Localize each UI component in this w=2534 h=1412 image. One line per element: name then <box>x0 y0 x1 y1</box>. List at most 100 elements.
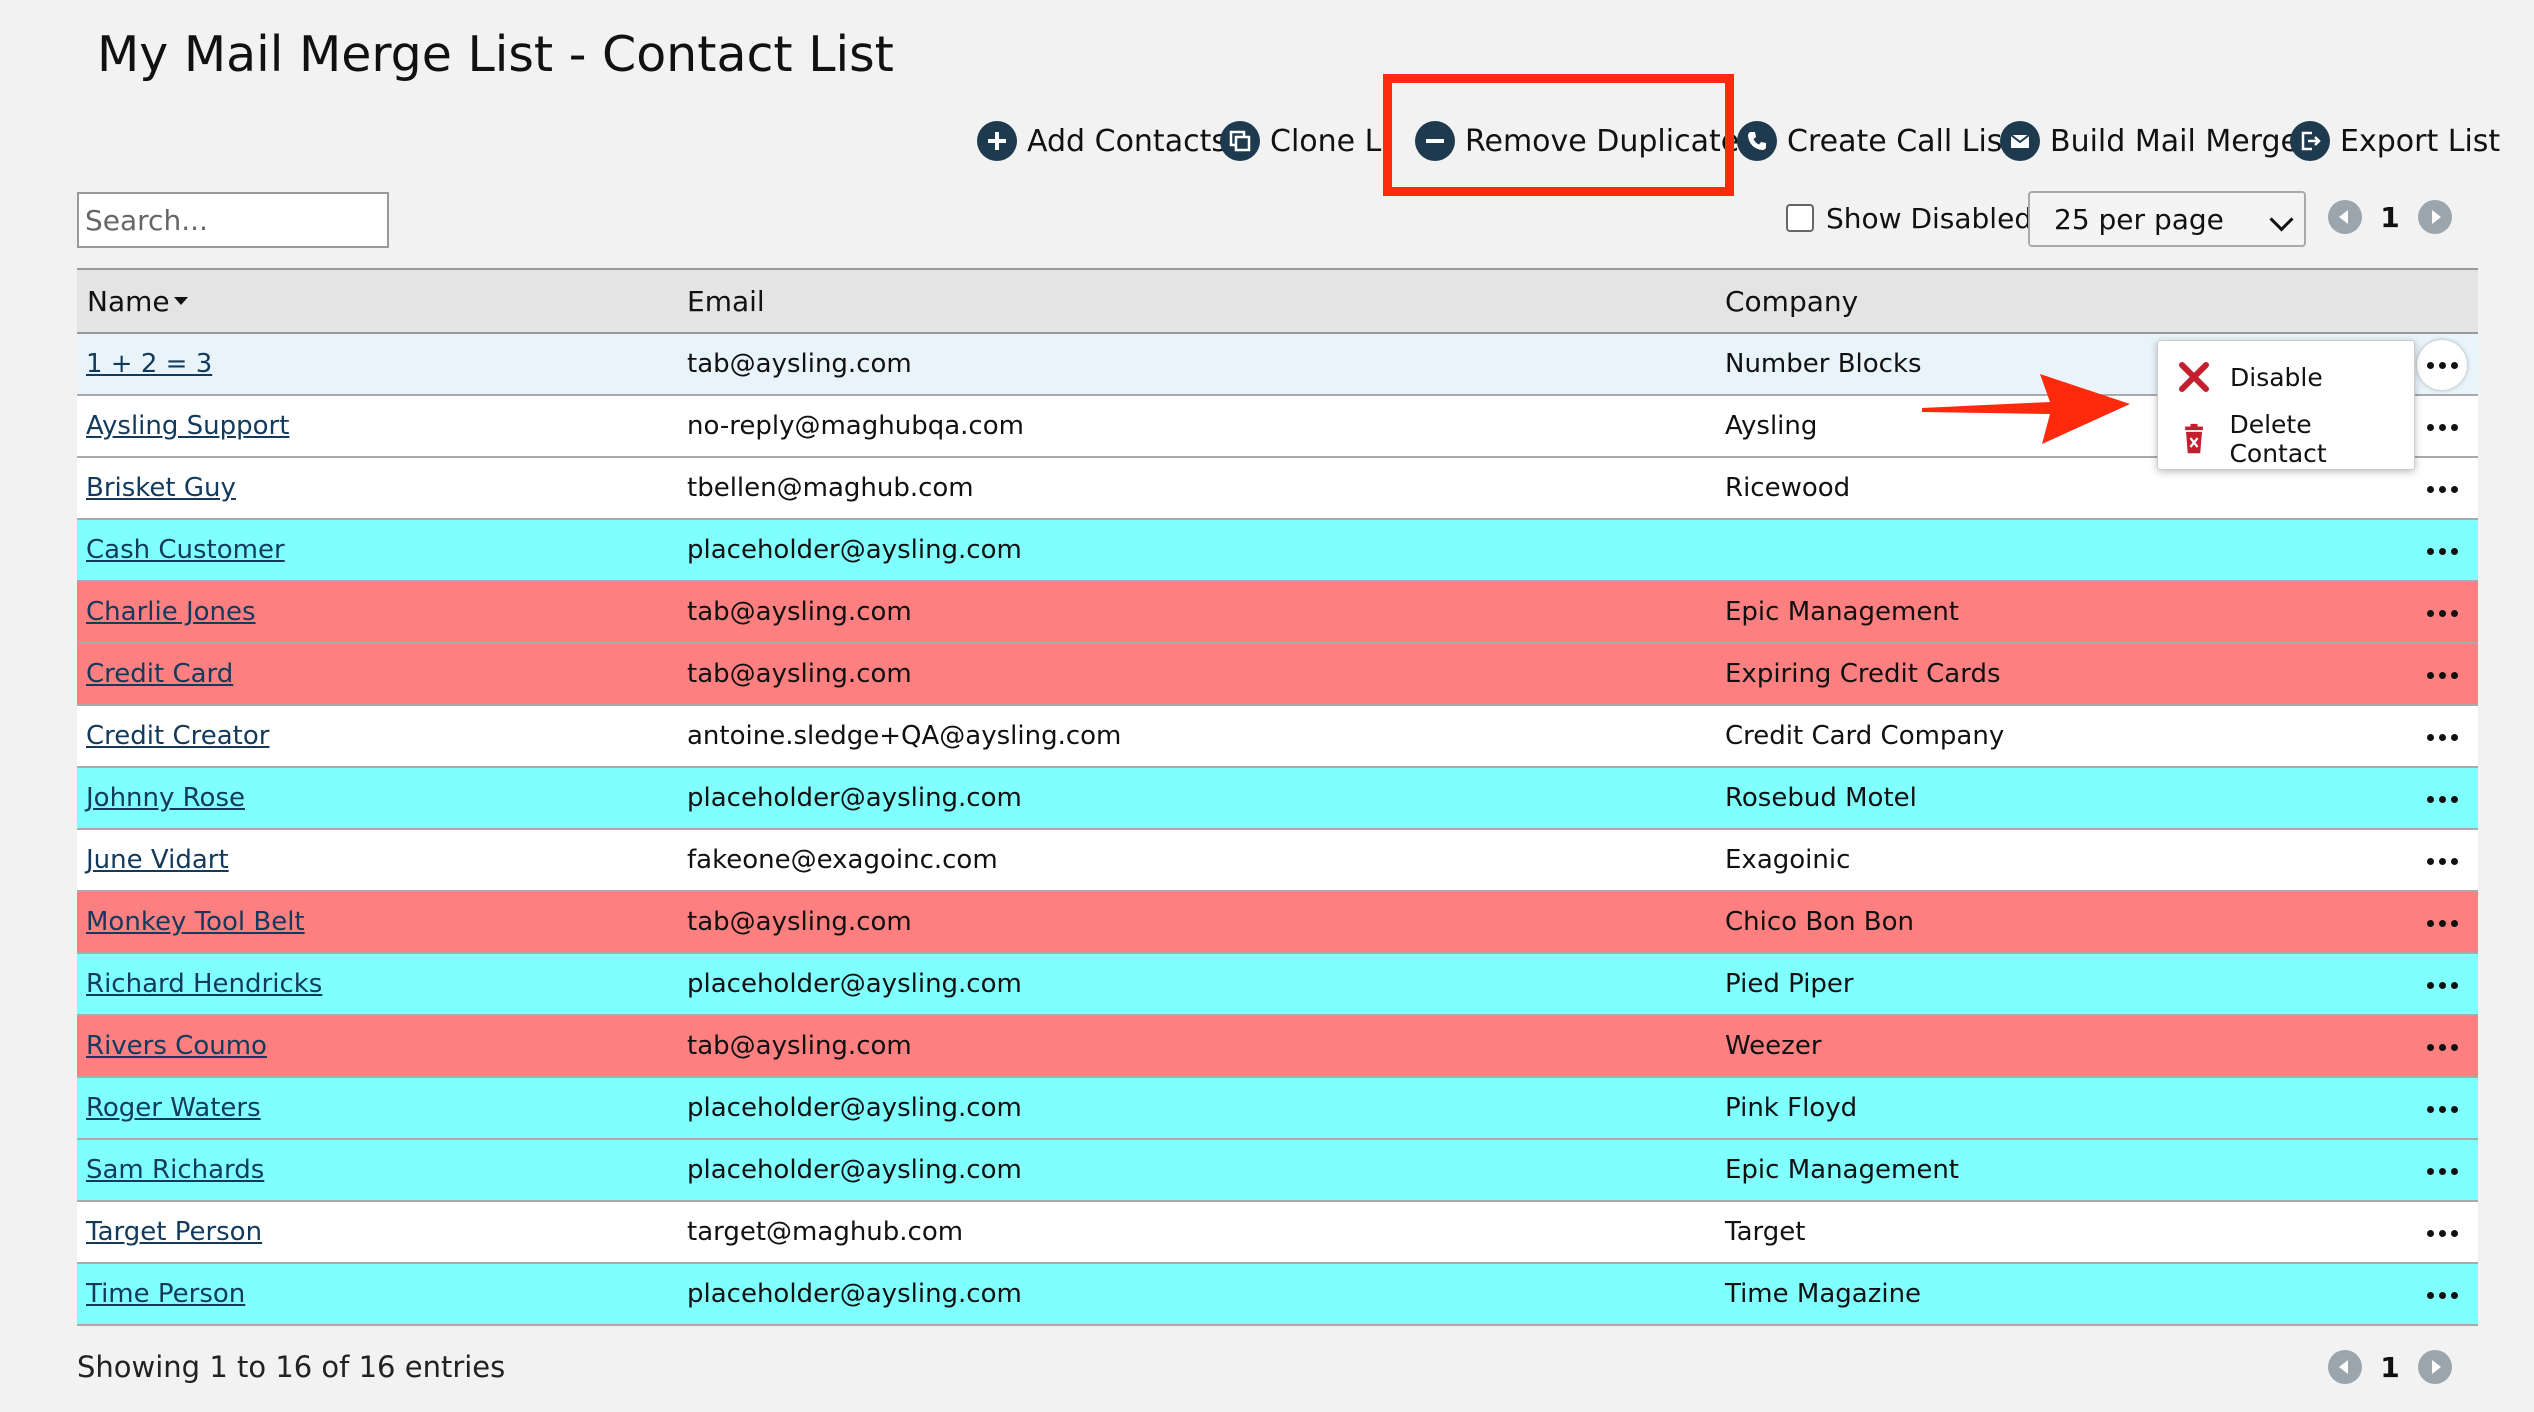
pagination-top: 1 <box>2328 200 2452 234</box>
contact-email-cell: placeholder@aysling.com <box>687 535 1022 565</box>
row-actions-more-icon[interactable] <box>2417 1146 2467 1196</box>
table-row: Credit Creator antoine.sledge+QA@aysling.… <box>77 706 2478 768</box>
contact-name-link[interactable]: Time Person <box>86 1279 246 1309</box>
row-actions-more-icon[interactable] <box>2417 464 2467 514</box>
contact-name-link[interactable]: Rivers Coumo <box>86 1031 267 1061</box>
contact-email-cell: target@maghub.com <box>687 1217 964 1247</box>
contact-name-cell: Cash Customer <box>86 520 285 580</box>
chevron-down-icon <box>2269 207 2294 232</box>
current-page-number[interactable]: 1 <box>2380 1350 2400 1384</box>
contact-name-link[interactable]: Johnny Rose <box>86 783 246 813</box>
contact-name-cell: Sam Richards <box>86 1140 264 1200</box>
contact-name-cell: Johnny Rose <box>86 768 245 828</box>
export-list-button[interactable]: Export List <box>2290 115 2500 167</box>
clone-list-button[interactable]: Clone List <box>1220 115 1383 167</box>
contact-company-cell: Pied Piper <box>1725 969 1854 999</box>
next-page-icon[interactable] <box>2418 1350 2452 1384</box>
contact-name-cell: Rivers Coumo <box>86 1016 267 1076</box>
row-actions-more-icon[interactable] <box>2417 340 2467 390</box>
trash-icon <box>2176 421 2211 457</box>
show-disabled-checkbox[interactable] <box>1786 204 1814 232</box>
contact-name-link[interactable]: Roger Waters <box>86 1093 261 1123</box>
table-header: Name Email Company <box>77 268 2478 334</box>
contact-name-link[interactable]: Richard Hendricks <box>86 969 323 999</box>
build-mail-merge-button[interactable]: Build Mail Merge <box>2000 115 2299 167</box>
contact-name-link[interactable]: Charlie Jones <box>86 597 256 627</box>
contact-name-link[interactable]: Sam Richards <box>86 1155 265 1185</box>
contact-name-cell: Target Person <box>86 1202 262 1262</box>
contact-name-link[interactable]: Cash Customer <box>86 535 285 565</box>
row-actions-more-icon[interactable] <box>2417 650 2467 700</box>
search-input[interactable] <box>77 192 389 248</box>
table-row: Sam Richards placeholder@aysling.com Epic … <box>77 1140 2478 1202</box>
contact-name-link[interactable]: 1 + 2 = 3 <box>86 349 213 379</box>
row-actions-more-icon[interactable] <box>2417 526 2467 576</box>
entries-info: Showing 1 to 16 of 16 entries <box>77 1350 506 1384</box>
prev-page-icon[interactable] <box>2328 1350 2362 1384</box>
envelope-icon <box>2000 121 2040 161</box>
toolbar: Add Contacts Clone List Remove Duplicate… <box>0 115 2534 167</box>
contact-email-cell: tab@aysling.com <box>687 659 912 689</box>
contact-email-cell: placeholder@aysling.com <box>687 1155 1022 1185</box>
contact-name-link[interactable]: June Vidart <box>86 845 229 875</box>
name-column-header[interactable]: Name <box>87 270 188 332</box>
contact-email-cell: tab@aysling.com <box>687 907 912 937</box>
export-list-label: Export List <box>2340 123 2501 159</box>
contact-email-cell: no-reply@maghubqa.com <box>687 411 1024 441</box>
remove-duplicates-button[interactable]: Remove Duplicates <box>1415 115 1755 167</box>
contact-company-cell: Ricewood <box>1725 473 1851 503</box>
row-actions-more-icon[interactable] <box>2417 1084 2467 1134</box>
show-disabled-label: Show Disabled <box>1826 201 2033 235</box>
contact-email-cell: fakeone@exagoinc.com <box>687 845 998 875</box>
add-contacts-button[interactable]: Add Contacts <box>977 115 1227 167</box>
plus-circle-icon <box>977 121 1017 161</box>
contact-name-link[interactable]: Aysling Support <box>86 411 290 441</box>
clone-icon <box>1220 121 1260 161</box>
per-page-select[interactable]: 25 per page <box>2028 191 2306 247</box>
contact-company-cell: Epic Management <box>1725 1155 1959 1185</box>
contact-name-link[interactable]: Target Person <box>86 1217 263 1247</box>
table-row: June Vidart fakeone@exagoinc.com Exagoinic <box>77 830 2478 892</box>
contact-email-cell: antoine.sledge+QA@aysling.com <box>687 721 1122 751</box>
row-actions-more-icon[interactable] <box>2417 774 2467 824</box>
row-actions-more-icon[interactable] <box>2417 836 2467 886</box>
contact-name-link[interactable]: Monkey Tool Belt <box>86 907 305 937</box>
contact-email-cell: placeholder@aysling.com <box>687 1093 1022 1123</box>
current-page-number[interactable]: 1 <box>2380 200 2400 234</box>
row-actions-more-icon[interactable] <box>2417 1270 2467 1320</box>
contact-company-cell: Expiring Credit Cards <box>1725 659 2001 689</box>
contact-name-cell: Richard Hendricks <box>86 954 322 1014</box>
contact-company-cell: Epic Management <box>1725 597 1959 627</box>
show-disabled-toggle[interactable]: Show Disabled <box>1786 198 2032 238</box>
contact-company-cell: Exagoinic <box>1725 845 1851 875</box>
contact-name-link[interactable]: Brisket Guy <box>86 473 236 503</box>
table-row: Target Person target@maghub.com Target <box>77 1202 2478 1264</box>
create-call-list-button[interactable]: Create Call List <box>1737 115 2014 167</box>
next-page-icon[interactable] <box>2418 200 2452 234</box>
email-column-header[interactable]: Email <box>687 284 765 318</box>
contact-name-link[interactable]: Credit Card <box>86 659 234 689</box>
row-actions-more-icon[interactable] <box>2417 402 2467 452</box>
disable-menu-item[interactable]: Disable <box>2176 355 2323 399</box>
contact-name-cell: June Vidart <box>86 830 229 890</box>
row-actions-more-icon[interactable] <box>2417 588 2467 638</box>
delete-contact-menu-item[interactable]: Delete Contact <box>2176 410 2414 468</box>
pagination-bottom: 1 <box>2328 1350 2452 1384</box>
contact-company-cell: Target <box>1725 1217 1806 1247</box>
contact-name-cell: Time Person <box>86 1264 245 1324</box>
row-actions-more-icon[interactable] <box>2417 960 2467 1010</box>
row-actions-more-icon[interactable] <box>2417 1208 2467 1258</box>
contact-name-link[interactable]: Credit Creator <box>86 721 270 751</box>
table-row: Rivers Coumo tab@aysling.com Weezer <box>77 1016 2478 1078</box>
contact-email-cell: placeholder@aysling.com <box>687 783 1022 813</box>
close-x-icon <box>2176 359 2212 395</box>
company-column-header[interactable]: Company <box>1725 284 1859 318</box>
contact-name-cell: 1 + 2 = 3 <box>86 334 212 394</box>
contact-name-cell: Credit Creator <box>86 706 269 766</box>
prev-page-icon[interactable] <box>2328 200 2362 234</box>
contact-email-cell: placeholder@aysling.com <box>687 1279 1022 1309</box>
row-actions-more-icon[interactable] <box>2417 1022 2467 1072</box>
row-actions-more-icon[interactable] <box>2417 898 2467 948</box>
row-actions-more-icon[interactable] <box>2417 712 2467 762</box>
minus-circle-icon <box>1415 121 1455 161</box>
